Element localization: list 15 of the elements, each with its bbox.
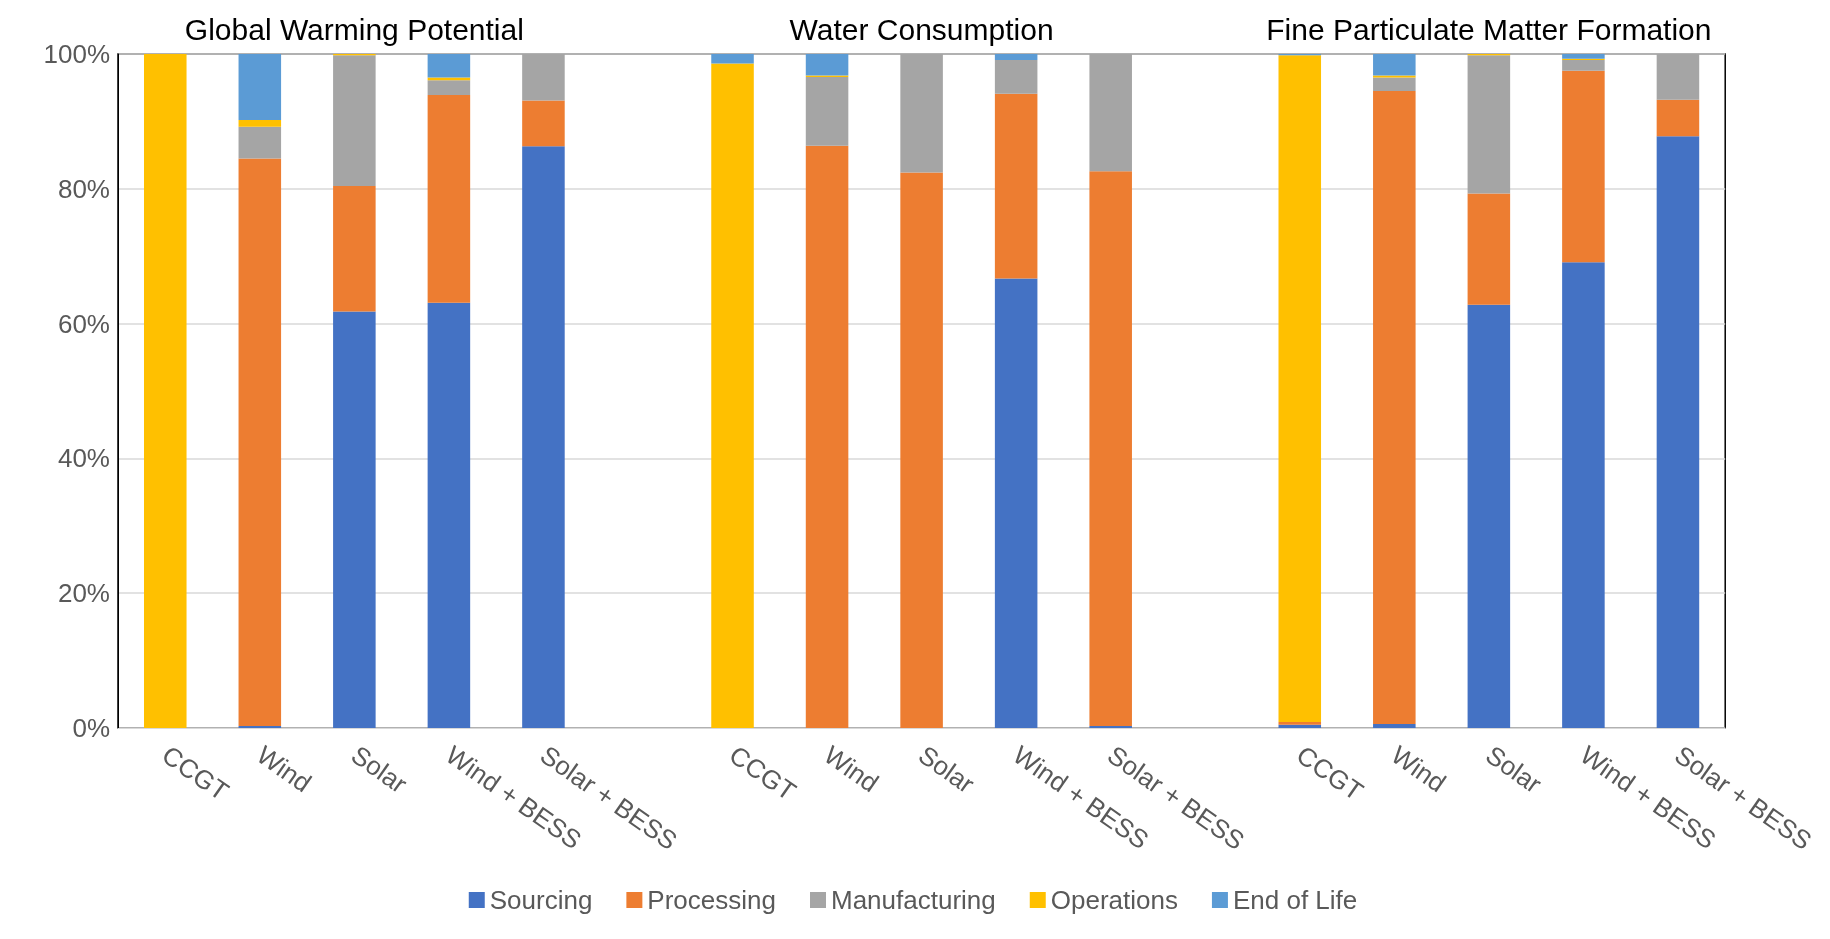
y-tick-label: 60% (57, 308, 110, 339)
x-tick-label: Solar (345, 739, 413, 800)
legend-label: Sourcing (489, 885, 593, 915)
text: Global Warming Potential (184, 12, 524, 46)
y-tick-label: 20% (57, 578, 110, 609)
y-tick-label: 0% (72, 713, 110, 743)
text: Fine Particulate Matter Formation (1266, 12, 1712, 46)
legend-label: Processing (647, 885, 776, 915)
y-tick-label: 80% (57, 173, 110, 204)
text: Water Consumption (789, 12, 1054, 46)
legend-label: Manufacturing (830, 885, 996, 915)
y-tick-label: 40% (57, 443, 110, 474)
y-tick-label: 100% (43, 39, 110, 69)
legend-label: End of Life (1232, 885, 1358, 915)
legend-label: Operations (1050, 885, 1178, 915)
